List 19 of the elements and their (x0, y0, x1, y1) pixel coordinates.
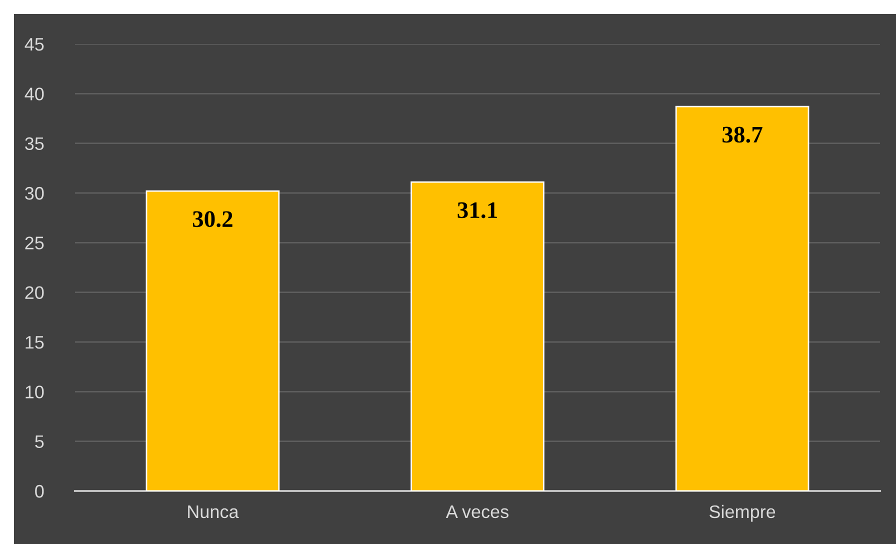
data-label: 30.2 (192, 211, 232, 228)
y-tick-label: 45 (24, 38, 44, 51)
bar (410, 181, 544, 491)
bar (675, 106, 810, 491)
y-tick-label: 40 (24, 88, 44, 100)
data-label: 31.1 (458, 202, 497, 218)
y-tick-label: 10 (26, 386, 44, 398)
x-tick-label: A veces (446, 506, 508, 518)
y-tick-label: 15 (26, 336, 44, 349)
data-label: 38.7 (722, 126, 762, 143)
bar (146, 190, 280, 491)
y-tick-label: 30 (25, 186, 44, 200)
y-tick-label: 35 (25, 137, 44, 150)
y-tick-label: 25 (25, 236, 44, 250)
x-tick-label: Siempre (710, 504, 776, 522)
x-tick-label: Nunca (188, 506, 239, 518)
y-tick-label: 5 (35, 435, 44, 448)
y-tick-label: 0 (35, 484, 44, 498)
y-tick-label: 20 (25, 286, 44, 300)
